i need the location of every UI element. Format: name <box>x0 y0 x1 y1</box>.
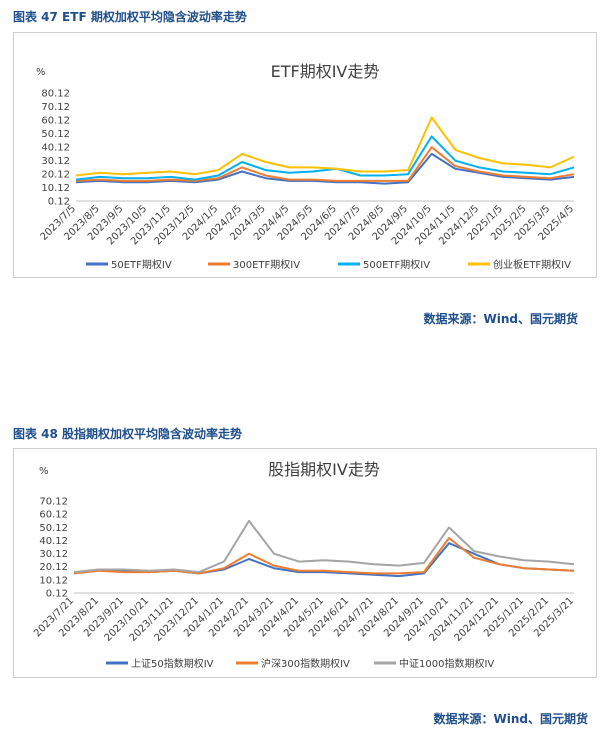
series-line-0 <box>75 152 575 185</box>
legend-label-1: 沪深300指数期权IV <box>261 657 350 670</box>
index-iv-chart: 股指期权IV走势% 70.12 60.12 50.12 40.12 30.12 20.12 1… <box>32 460 576 670</box>
legend-label-1: 300ETF期权IV <box>233 258 300 271</box>
y-tick-label: 10.12 <box>41 183 70 194</box>
chart-title: 股指期权IV走势 <box>268 460 380 479</box>
figure-48-caption: 图表 48 股指期权加权平均隐含波动率走势 <box>13 427 243 441</box>
etf-iv-chart: ETF期权IV走势% 80.12 70.12 60.12 50.12 40.12 30.12… <box>36 62 576 271</box>
y-tick-label: 40.12 <box>39 536 68 547</box>
y-tick-label: 40.12 <box>41 143 70 154</box>
y-axis-unit: % <box>36 67 46 78</box>
figure-47-source: 数据来源：Wind、国元期货 <box>423 312 578 326</box>
series-line-2 <box>75 135 575 181</box>
y-axis-unit: % <box>39 466 49 477</box>
y-tick-label: 50.12 <box>41 129 70 140</box>
series-line-2 <box>73 519 575 574</box>
y-tick-label: 70.12 <box>39 497 68 508</box>
figure-47-caption: 图表 47 ETF 期权加权平均隐含波动率走势 <box>13 10 247 24</box>
index-iv-chart-container: 股指期权IV走势% 70.12 60.12 50.12 40.12 30.12 20.12 1… <box>13 448 597 678</box>
series-line-1 <box>73 537 575 575</box>
y-tick-label: 70.12 <box>41 102 70 113</box>
legend-label-0: 上证50指数期权IV <box>131 657 214 670</box>
figure-48-source: 数据来源：Wind、国元期货 <box>433 712 588 726</box>
series-line-3 <box>75 116 575 177</box>
chart-title: ETF期权IV走势 <box>271 62 380 81</box>
y-tick-label: 80.12 <box>41 89 70 100</box>
etf-iv-chart-container: ETF期权IV走势% 80.12 70.12 60.12 50.12 40.12 30.12… <box>13 32 597 278</box>
y-tick-label: 30.12 <box>39 549 68 560</box>
legend-label-0: 50ETF期权IV <box>111 258 172 271</box>
y-tick-label: 20.12 <box>39 562 68 573</box>
y-tick-label: 30.12 <box>41 156 70 167</box>
y-tick-label: 50.12 <box>39 523 68 534</box>
y-tick-label: 60.12 <box>39 510 68 521</box>
y-tick-label: 20.12 <box>41 170 70 181</box>
legend-label-3: 创业板ETF期权IV <box>493 258 571 271</box>
y-tick-label: 0.12 <box>48 197 70 208</box>
legend-label-2: 500ETF期权IV <box>363 258 430 271</box>
legend-label-2: 中证1000指数期权IV <box>399 657 494 670</box>
y-tick-label: 60.12 <box>41 116 70 127</box>
y-tick-label: 10.12 <box>39 575 68 586</box>
y-tick-label: 0.12 <box>46 589 68 600</box>
series-line-1 <box>75 146 575 182</box>
